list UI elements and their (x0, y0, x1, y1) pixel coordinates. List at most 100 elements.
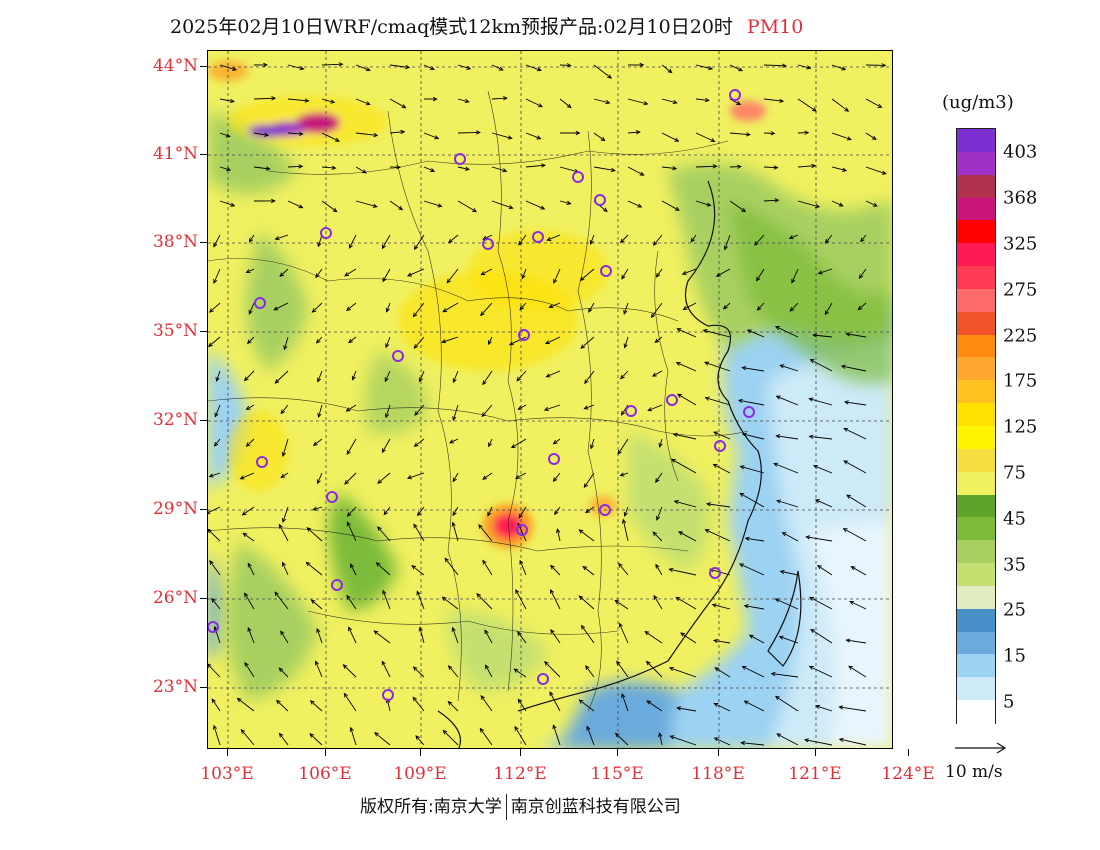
wind-arrow (342, 664, 357, 678)
wind-arrow (673, 500, 697, 508)
wind-arrow (406, 472, 425, 480)
coastline (437, 180, 802, 748)
wind-arrow (676, 328, 697, 338)
wind-arrow (345, 302, 357, 312)
wind-arrow (344, 268, 357, 277)
wind-arrow (413, 234, 425, 251)
wind-arrow (214, 404, 221, 418)
wind-arrow (653, 594, 663, 610)
wind-arrow (305, 561, 323, 576)
wind-arrow (321, 165, 337, 171)
wind-arrow (646, 700, 663, 712)
wind-arrow (668, 666, 697, 678)
wind-arrow (559, 200, 572, 205)
wind-arrow (797, 64, 812, 70)
wind-arrow (244, 592, 255, 610)
wind-arrow (478, 524, 493, 542)
city-marker (326, 491, 338, 503)
wind-arrow (412, 666, 425, 678)
wind-arrow (746, 329, 765, 338)
longitude-tick (617, 749, 618, 756)
wind-arrow (695, 97, 710, 103)
wind-arrow (482, 370, 493, 386)
wind-arrow (219, 200, 236, 207)
wind-arrow (346, 594, 357, 610)
wind-arrow (553, 268, 561, 284)
wind-arrow (781, 532, 799, 542)
wind-arrow (346, 438, 357, 455)
wind-arrow (317, 234, 323, 248)
wind-arrow (384, 370, 391, 383)
city-marker (600, 265, 612, 277)
wind-arrow (314, 660, 323, 678)
wind-arrow (775, 395, 799, 406)
city-marker (548, 453, 560, 465)
wind-arrow (452, 472, 459, 483)
wind-arrow (355, 98, 371, 106)
wind-arrow (209, 560, 221, 576)
wind-arrow (346, 521, 357, 542)
city-marker (743, 406, 755, 418)
longitude-tick (718, 749, 719, 756)
wind-arrow (441, 596, 459, 610)
wind-arrow (273, 302, 289, 311)
wind-arrow (712, 464, 731, 474)
color-legend (956, 128, 996, 724)
wind-arrow (858, 268, 867, 280)
wind-arrow (550, 564, 561, 576)
latitude-label: 35°N (152, 321, 198, 341)
wind-arrow (705, 502, 731, 508)
wind-arrow (645, 660, 663, 678)
wind-arrow (457, 200, 477, 213)
wind-arrow (213, 625, 221, 644)
wind-arrow (519, 302, 527, 311)
wind-arrow (411, 565, 425, 576)
wind-arrow (770, 671, 799, 678)
wind-arrow (316, 627, 323, 644)
wind-arrow (423, 200, 443, 208)
city-marker (331, 579, 343, 591)
wind-arrow (843, 460, 867, 474)
wind-arrow (350, 563, 357, 576)
wind-arrow (812, 333, 833, 338)
copyright-footer: 版权所有:南京大学 南京创蓝科技有限公司 (360, 792, 681, 820)
wind-arrow (278, 732, 289, 746)
wind-arrow (283, 336, 289, 351)
wind-arrow (418, 370, 425, 383)
city-marker (208, 621, 219, 633)
wind-arrow (452, 404, 459, 422)
wind-arrow (814, 499, 833, 508)
wind-arrow (423, 166, 436, 172)
low-pm-region (208, 111, 892, 701)
wind-arrow (518, 506, 527, 519)
wind-arrow (808, 434, 833, 440)
legend-swatch (957, 174, 995, 199)
wind-arrow (763, 131, 776, 136)
wind-arrow (457, 130, 481, 135)
latitude-label: 44°N (152, 56, 198, 76)
wind-arrow (848, 665, 867, 678)
wind-arrow (385, 302, 391, 313)
wind-arrow (560, 130, 581, 136)
wind-arrow (654, 336, 663, 344)
wind-arrow (754, 234, 765, 246)
wind-arrow (618, 562, 629, 576)
wind-arrow (243, 370, 255, 382)
wind-arrow (373, 630, 391, 644)
wind-arrow (491, 64, 504, 71)
wind-arrow (245, 268, 255, 274)
wind-arrow (321, 62, 344, 67)
wind-arrow (355, 200, 378, 208)
wind-arrow (774, 598, 799, 610)
wind-arrow (583, 404, 595, 410)
wind-arrow (690, 234, 697, 243)
wind-arrow (650, 302, 663, 319)
wind-arrow (614, 732, 629, 746)
wind-arrow (578, 699, 595, 712)
wind-arrow (584, 370, 595, 385)
wind-arrow (488, 438, 493, 448)
wind-arrow (423, 132, 440, 140)
wind-arrow (442, 729, 459, 746)
wind-arrow (441, 336, 459, 344)
wind-arrow (672, 432, 697, 440)
